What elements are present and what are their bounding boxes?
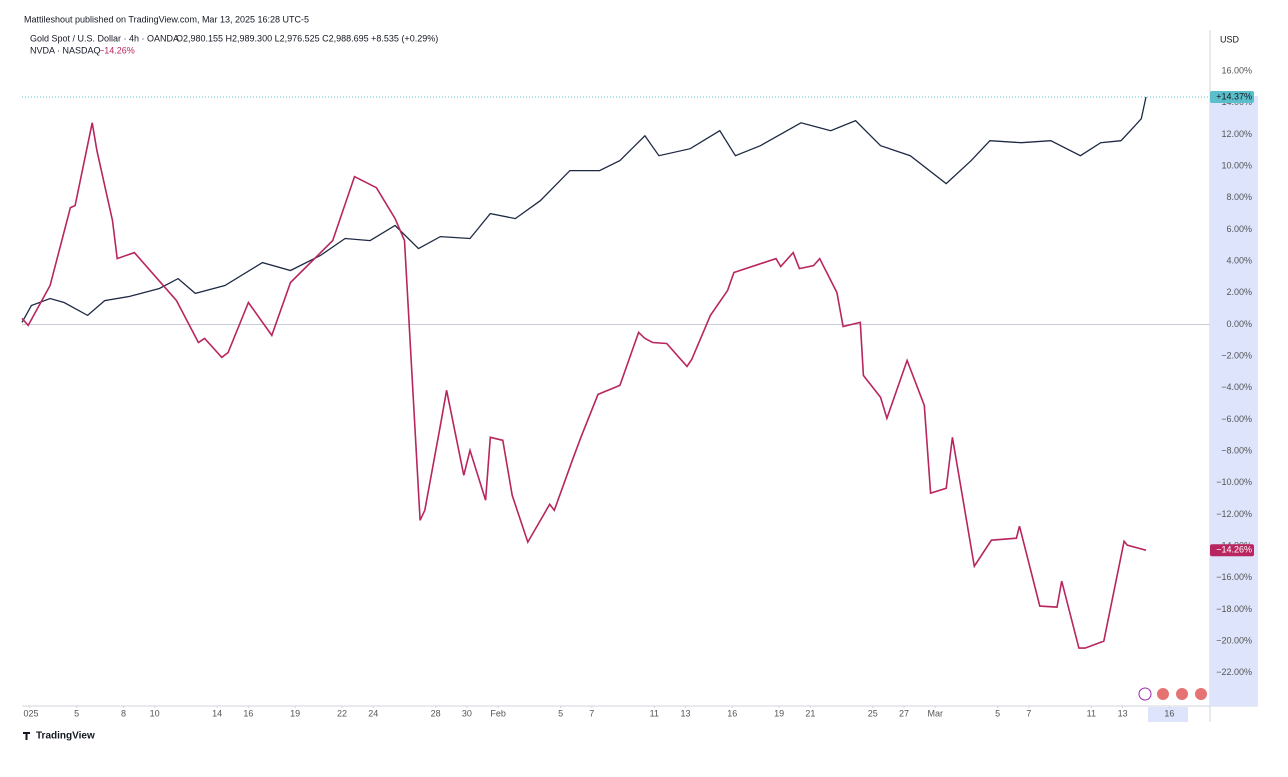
- y-tick-label: 16.00%: [1221, 66, 1252, 76]
- x-tick-label: 5: [558, 708, 563, 718]
- symbol: Gold Spot / U.S. Dollar · 4h · OANDA: [30, 33, 179, 43]
- y-tick-label: −2.00%: [1221, 351, 1252, 361]
- x-tick-label: 28: [431, 708, 441, 718]
- y-tick-label: −4.00%: [1221, 382, 1252, 392]
- x-tick-label: 5: [74, 708, 79, 718]
- event-icon: [1157, 688, 1169, 700]
- time-highlight: [1148, 707, 1188, 722]
- last-value-badge: [1210, 90, 1254, 103]
- y-tick-label: −16.00%: [1216, 572, 1252, 582]
- y-tick-label: −12.00%: [1216, 509, 1252, 519]
- y-tick-label: −10.00%: [1216, 477, 1252, 487]
- y-tick-label: 10.00%: [1221, 161, 1252, 171]
- event-icon: [1138, 687, 1152, 701]
- x-tick-label: 7: [1026, 708, 1031, 718]
- event-icon: [1195, 688, 1207, 700]
- x-tick-label: 10: [150, 708, 160, 718]
- x-tick-label: Mar: [927, 708, 943, 718]
- x-tick-label: 11: [1087, 708, 1096, 718]
- x-tick-label: 24: [368, 708, 378, 718]
- last-value-label: +14.37%: [1216, 91, 1252, 101]
- x-tick-label: 5: [995, 708, 1000, 718]
- series-line: [21, 122, 1147, 649]
- compare-symbol: NVDA · NASDAQ: [30, 45, 101, 55]
- y-tick-label: 0.00%: [1226, 319, 1252, 329]
- x-tick-label: 13: [1118, 708, 1128, 718]
- x-tick-label: 19: [774, 708, 784, 718]
- y-tick-label: −20.00%: [1216, 635, 1252, 645]
- x-tick-label: 30: [462, 708, 472, 718]
- currency: USD: [1220, 34, 1240, 44]
- series-line: [21, 96, 1147, 323]
- y-tick-label: −22.00%: [1216, 667, 1252, 677]
- x-tick-label: 16: [1164, 708, 1174, 718]
- x-tick-label: 8: [121, 708, 126, 718]
- x-tick-label: 21: [805, 708, 815, 718]
- compare-value: −14.26%: [99, 45, 135, 55]
- y-tick-label: 12.00%: [1221, 129, 1252, 139]
- x-tick-label: 22: [337, 708, 347, 718]
- x-tick-label: 11: [650, 708, 659, 718]
- x-tick-label: 14: [212, 708, 222, 718]
- x-tick-label: Feb: [490, 708, 506, 718]
- event-icon: [1176, 688, 1188, 700]
- y-tick-label: −18.00%: [1216, 604, 1252, 614]
- x-tick-label: 27: [899, 708, 909, 718]
- footer-brand: TradingView: [36, 731, 95, 742]
- x-tick-label: 16: [243, 708, 253, 718]
- x-tick-label: 13: [680, 708, 690, 718]
- x-tick-label: 19: [290, 708, 300, 718]
- ohlc: O2,980.155 H2,989.300 L2,976.525 C2,988.…: [176, 33, 438, 43]
- x-tick-label: 16: [727, 708, 737, 718]
- x-tick-label: 25: [868, 708, 878, 718]
- y-tick-label: −6.00%: [1221, 414, 1252, 424]
- last-value-label: −14.26%: [1216, 545, 1252, 555]
- y-tick-label: −8.00%: [1221, 445, 1252, 455]
- last-value-badge: [1210, 544, 1254, 557]
- axis-highlight: [1210, 96, 1258, 706]
- x-tick-label: 025: [23, 708, 38, 718]
- y-tick-label: 2.00%: [1226, 287, 1252, 297]
- y-tick-label: 4.00%: [1226, 256, 1252, 266]
- x-tick-label: 7: [589, 708, 594, 718]
- publisher: Mattileshout published on TradingView.co…: [24, 14, 309, 24]
- events: [1138, 687, 1207, 701]
- y-tick-label: 6.00%: [1226, 224, 1252, 234]
- logo: [23, 732, 30, 740]
- y-tick-label: 8.00%: [1226, 192, 1252, 202]
